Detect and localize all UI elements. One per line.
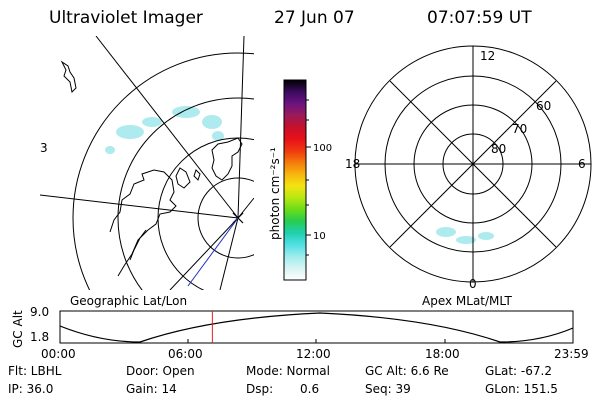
- ip-info: IP: 36.0: [8, 382, 54, 396]
- mlt-label-12: 12: [480, 49, 495, 63]
- time-tick-2359: 23:59: [554, 347, 589, 361]
- colorbar-tick-10: 10: [313, 231, 326, 242]
- geographic-map: [40, 36, 254, 290]
- colorbar: [283, 79, 307, 281]
- time-tick-1800: 18:00: [425, 347, 460, 361]
- time-tick-0600: 06:00: [168, 347, 203, 361]
- polar-aurora: [436, 227, 494, 244]
- map-edge-label: 3: [40, 141, 48, 155]
- door-info: Door: Open: [126, 364, 195, 378]
- glon-info: GLon: 151.5: [485, 382, 558, 396]
- altitude-ytick-min: 1.8: [30, 330, 49, 344]
- altitude-ytick-max: 9.0: [30, 305, 49, 319]
- mlat-label-70: 70: [512, 122, 527, 136]
- coastlines: [60, 60, 243, 277]
- mlat-label-60: 60: [536, 99, 551, 113]
- altitude-ylabel: GC Alt: [11, 310, 25, 348]
- time-tick-0000: 00:00: [41, 347, 76, 361]
- glat-info: GLat: -67.2: [485, 364, 552, 378]
- mlt-label-0: 0: [469, 277, 477, 291]
- mlt-label-18: 18: [345, 157, 360, 171]
- time-tick-1200: 12:00: [296, 347, 331, 361]
- time-label: 07:07:59 UT: [427, 8, 532, 28]
- gain-info: Gain: 14: [126, 382, 177, 396]
- colorbar-tick-100: 100: [313, 143, 332, 154]
- date-label: 27 Jun 07: [274, 8, 355, 28]
- aurora-emission: [105, 106, 224, 154]
- app-title: Ultraviolet Imager: [49, 8, 203, 28]
- altitude-panel-frame: [59, 310, 574, 344]
- filter-info: Flt: LBHL: [8, 364, 62, 378]
- dsp-label: Dsp:: [246, 382, 274, 396]
- map-caption: Geographic Lat/Lon: [70, 294, 187, 308]
- polar-caption: Apex MLat/MLT: [422, 294, 512, 308]
- gc-alt-info: GC Alt: 6.6 Re: [365, 364, 449, 378]
- longitude-lines: [40, 36, 254, 290]
- boresight-line: [187, 217, 239, 287]
- mlt-label-6: 6: [578, 157, 586, 171]
- colorbar-unit-label: photon cm⁻²s⁻¹: [268, 147, 282, 240]
- colorbar-ticks: [306, 99, 311, 256]
- altitude-x-ticks: [187, 339, 446, 343]
- seq-info: Seq: 39: [365, 382, 411, 396]
- mlat-label-80: 80: [491, 142, 506, 156]
- dsp-value: 0.6: [300, 382, 320, 396]
- altitude-curve: [60, 312, 573, 343]
- polar-plot: [354, 45, 592, 283]
- polar-spokes: [355, 46, 591, 282]
- mode-info: Mode: Normal: [246, 364, 330, 378]
